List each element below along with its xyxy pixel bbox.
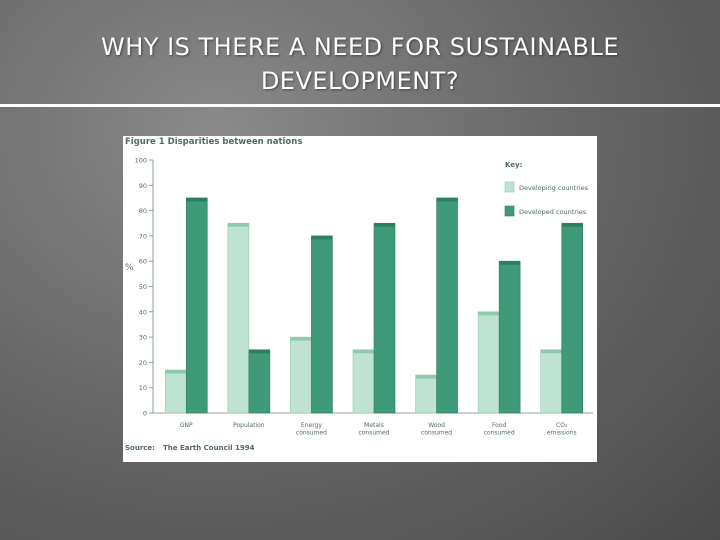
x-tick-label: Metals xyxy=(364,422,384,429)
bar-developed xyxy=(311,235,333,414)
chart-title: Figure 1 Disparities between nations xyxy=(125,137,302,147)
bar-developed xyxy=(185,197,208,414)
ylabel: % xyxy=(125,263,134,273)
y-tick-label: 10 xyxy=(139,384,147,392)
x-tick-label: GNP xyxy=(180,422,193,429)
legend-title: Key: xyxy=(505,161,523,169)
legend-swatch-developing xyxy=(504,181,515,193)
y-tick-label: 80 xyxy=(139,207,147,215)
bar-developing xyxy=(164,369,187,414)
source-label: Source: xyxy=(125,444,155,452)
y-tick-label: 60 xyxy=(139,258,147,266)
bar-cap xyxy=(248,349,270,354)
bar-cap xyxy=(436,197,458,202)
bar-developing xyxy=(415,374,437,414)
slide-title-line-1: WHY IS THERE A NEED FOR SUSTAINABLE xyxy=(101,33,619,61)
bar-cap xyxy=(540,349,562,354)
y-tick-label: 40 xyxy=(139,308,147,316)
bar-developing xyxy=(477,311,500,414)
source-text: The Earth Council 1994 xyxy=(163,444,255,452)
y-tick-label: 50 xyxy=(139,283,147,291)
bar-developed xyxy=(373,222,396,414)
x-tick-label: consumed xyxy=(421,430,452,437)
y-tick-label: 0 xyxy=(143,410,147,418)
bar-developing xyxy=(540,349,563,414)
bar-layer xyxy=(164,197,584,414)
label-layer: GNP Population EnergyconsumedMetalsconsume… xyxy=(180,422,577,437)
chart-figure: Figure 1 Disparities between nations 0 10… xyxy=(123,136,597,462)
bar-developed xyxy=(436,197,458,414)
y-tick-label: 100 xyxy=(135,157,147,165)
bar-cap xyxy=(353,349,374,354)
bar-chart: Figure 1 Disparities between nations 0 10… xyxy=(123,136,597,462)
x-tick-label: consumed xyxy=(358,430,389,437)
bar-cap xyxy=(165,369,187,374)
legend-label: Developing countries xyxy=(519,184,589,192)
bar-cap xyxy=(311,235,333,240)
slide-title-line-2: DEVELOPMENT? xyxy=(260,67,460,95)
y-tick-label: 20 xyxy=(139,359,147,367)
bar-cap xyxy=(290,337,312,341)
bar-developed xyxy=(248,349,271,414)
bar-developing xyxy=(227,222,250,414)
legend: Key: Developing countries Developed count… xyxy=(504,161,589,217)
bar-cap xyxy=(227,223,249,227)
bar-cap xyxy=(415,375,437,379)
bar-cap xyxy=(374,223,395,227)
bar-cap xyxy=(561,223,583,227)
bar-developed xyxy=(498,260,521,414)
slide-title: WHY IS THERE A NEED FOR SUSTAINABLE DEVE… xyxy=(20,30,700,98)
x-tick-label: consumed xyxy=(484,430,515,437)
bar-developing xyxy=(352,349,375,414)
x-tick-label: CO₂ xyxy=(556,422,568,429)
y-tick-label: 90 xyxy=(139,182,147,190)
title-divider xyxy=(0,104,720,107)
legend-label: Developed countries xyxy=(519,208,587,216)
x-tick-label: Wood xyxy=(428,422,445,429)
x-tick-label: emissions xyxy=(547,430,577,437)
bar-cap xyxy=(478,311,500,316)
y-tick-label: 70 xyxy=(139,232,147,240)
y-tick-label: 30 xyxy=(139,334,147,342)
x-tick-label: Population xyxy=(233,422,265,429)
bar-developing xyxy=(290,336,312,414)
bar-cap xyxy=(499,261,521,265)
bar-developed xyxy=(561,222,584,414)
x-tick-label: Energy xyxy=(301,422,322,429)
x-tick-label: consumed xyxy=(296,430,327,437)
legend-swatch-developed xyxy=(504,205,515,217)
bar-cap xyxy=(186,197,208,202)
x-tick-label: Food xyxy=(492,422,507,429)
